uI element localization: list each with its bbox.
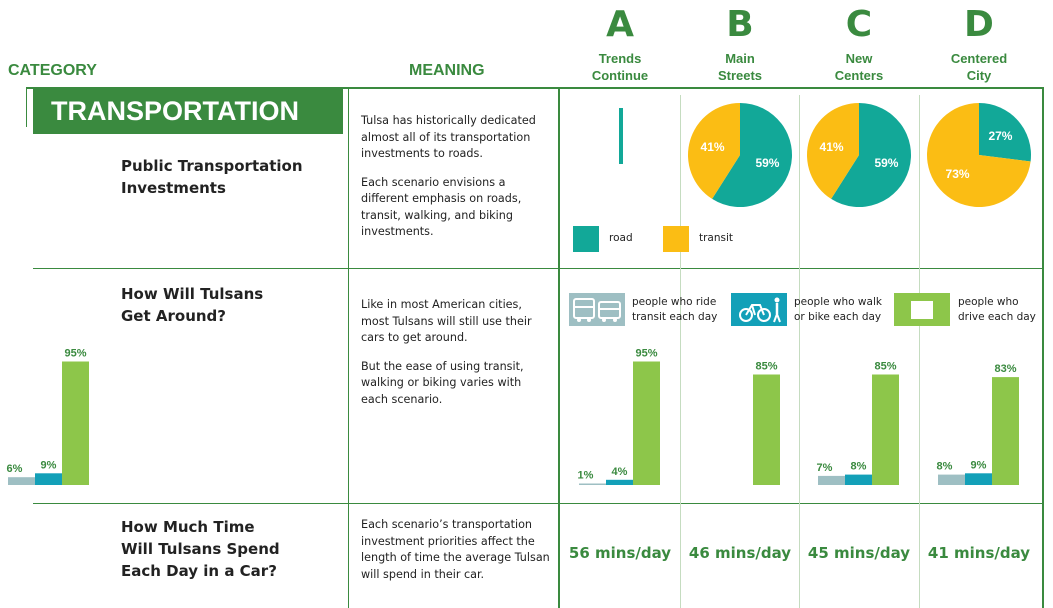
bar-value-label: 85% <box>755 361 777 373</box>
bar-value-label: 1% <box>578 470 594 482</box>
section-title: TRANSPORTATION <box>33 89 343 134</box>
pie-label: 59% <box>755 156 779 170</box>
bike-walk-icon <box>731 293 787 326</box>
bar-value-label: 85% <box>874 361 896 373</box>
scenario-d-letter: D <box>964 4 994 45</box>
pie-slice-road <box>619 108 623 164</box>
bar-transit <box>938 474 965 485</box>
bar-chart-current: 6% 9% 95% <box>7 348 89 485</box>
bar-value-label: 8% <box>937 461 953 473</box>
scenario-c-letter: C <box>845 4 873 45</box>
pie-slice-road <box>979 103 1031 162</box>
pie-slice-transit <box>927 103 1031 207</box>
pie-chart-c: 59% 41% <box>807 103 911 207</box>
pie-slice-transit <box>807 103 859 199</box>
pie-chart-b: 59% 41% <box>688 103 792 207</box>
bar-value-label: 8% <box>851 461 867 473</box>
bars-a-wrap: 1% 4% 95% <box>560 340 680 490</box>
scenario-b-letter: B <box>726 4 754 45</box>
meaning-get-around: Like in most American cities, most Tulsa… <box>361 298 532 406</box>
bar-value-label: 9% <box>41 459 57 471</box>
bar-drive <box>992 377 1019 485</box>
bar-value-label: 95% <box>64 348 86 360</box>
row-title-get-around: How Will Tulsans Get Around? <box>121 285 264 325</box>
bar-drive <box>62 361 89 485</box>
col-divider-ab <box>680 95 681 608</box>
pie-label: 41% <box>820 140 844 154</box>
top-border <box>26 87 1044 89</box>
meaning-investments: Tulsa has historically dedicated almost … <box>361 114 536 238</box>
row1-divider <box>33 268 1044 269</box>
car-icon <box>894 293 950 326</box>
bar-chart-a: 1% 4% 95% <box>578 348 660 485</box>
pie-chart-d: 27% 73% <box>927 103 1031 207</box>
bar-chart-b: 85% <box>753 361 780 485</box>
row-title-time-in-car: How Much Time Will Tulsans Spend Each Day … <box>121 518 280 580</box>
minutes-b: 46 mins/day <box>688 544 792 562</box>
bar-chart-c: 7% 8% 85% <box>817 361 899 485</box>
col-divider-cd <box>919 95 920 608</box>
pie-chart-a <box>619 108 623 164</box>
category-header: CATEGORY <box>8 62 97 79</box>
bar-value-label: 83% <box>994 363 1016 375</box>
bar-value-label: 7% <box>817 462 833 474</box>
bar-walk-bike <box>35 473 62 485</box>
meaning-time-in-car: Each scenario’s transportation investmen… <box>361 518 550 581</box>
scenario-a-name: Trends Continue <box>591 51 649 83</box>
scenario-left-border <box>558 88 560 608</box>
left-border <box>26 87 27 127</box>
bars-c-wrap: 7% 8% 85% <box>799 340 919 490</box>
row-title-investments: Public Transportation Investments <box>121 157 303 197</box>
pie-label: 73% <box>946 167 970 181</box>
pie-a-wrap <box>560 95 680 215</box>
scenario-d-name: Centered City <box>950 51 1008 83</box>
legend-transit-riders-label: people who ride transit each day <box>632 296 718 323</box>
bar-value-label: 9% <box>971 459 987 471</box>
pie-slice-road <box>831 103 911 207</box>
pie-slice-transit <box>688 103 740 199</box>
legend-walk-bike-label: people who walk or bike each day <box>794 296 882 323</box>
pie-label: 41% <box>701 140 725 154</box>
minutes-c: 45 mins/day <box>807 544 911 562</box>
bus-icon <box>569 293 625 326</box>
bar-value-label: 4% <box>612 466 628 478</box>
pie-label: 59% <box>874 156 898 170</box>
meaning-divider <box>348 88 349 608</box>
bar-drive <box>872 374 899 485</box>
bars-d-wrap: 8% 9% 83% <box>919 340 1039 490</box>
pie-slice-road <box>712 103 792 207</box>
bar-value-label: 95% <box>635 348 657 360</box>
pie-label: 27% <box>988 129 1012 143</box>
scenario-right-border <box>1042 88 1044 608</box>
scenario-b-name: Main Streets <box>717 51 763 83</box>
bar-walk-bike <box>965 473 992 485</box>
legend-drivers-label: people who drive each day <box>958 296 1036 323</box>
bar-chart-d: 8% 9% 83% <box>937 363 1019 485</box>
meaning-header: MEANING <box>409 62 485 79</box>
pie-c-wrap: 59% 41% <box>799 95 919 215</box>
scenario-c-name: New Centers <box>834 51 884 83</box>
legend-road-swatch <box>573 226 599 252</box>
bar-value-label: 6% <box>7 463 23 475</box>
bars-current-wrap: 6% 9% 95% <box>0 340 110 490</box>
minutes-d: 41 mins/day <box>927 544 1031 562</box>
row2-divider <box>33 503 1044 504</box>
pie-d-wrap: 27% 73% <box>919 95 1039 215</box>
bar-transit <box>818 475 845 485</box>
bar-drive <box>753 374 780 485</box>
col-divider-bc <box>799 95 800 608</box>
bar-walk-bike <box>845 474 872 485</box>
minutes-a: 56 mins/day <box>568 544 672 562</box>
bars-b-wrap: 85% <box>680 340 800 490</box>
bar-transit <box>579 483 606 485</box>
bar-walk-bike <box>606 479 633 485</box>
bar-drive <box>633 361 660 485</box>
legend-transit-label: transit <box>699 232 734 244</box>
legend-road-label: road <box>609 232 633 244</box>
scenario-a-letter: A <box>606 4 634 45</box>
bar-transit <box>8 477 35 485</box>
legend-transit-swatch <box>663 226 689 252</box>
pie-b-wrap: 59% 41% <box>680 95 800 215</box>
